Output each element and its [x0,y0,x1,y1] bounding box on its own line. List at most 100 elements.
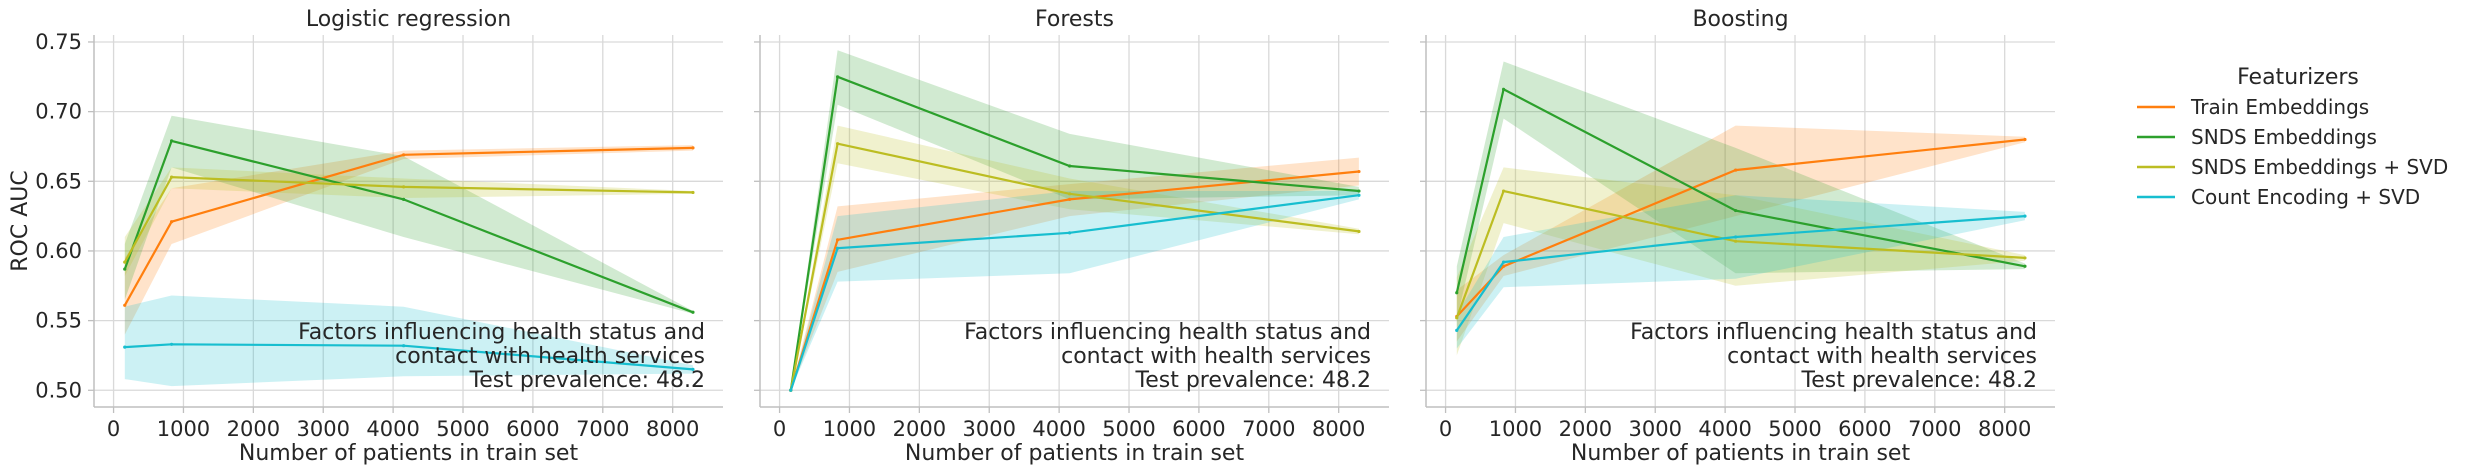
data-point [1068,231,1072,235]
grid [1426,35,2055,407]
legend-entry-label: SNDS Embeddings [2191,125,2377,149]
legend: Featurizers Train Embeddings SNDS Embeddin… [2137,65,2448,209]
data-point [835,75,840,79]
legend-entry-label: Train Embeddings [2190,95,2369,119]
data-point [1734,239,1738,243]
ci-band-series-2 [1456,61,2025,320]
data-point [1734,235,1738,239]
annotation-line: contact with health services [1727,344,2037,369]
x-tick-label: 2000 [227,417,280,441]
data-point [1455,291,1459,295]
data-point [691,146,695,150]
data-point [1501,87,1506,91]
ci-band-series-1 [790,157,1359,391]
data-point [123,303,127,307]
annotation-line: Factors influencing health status and [964,320,1371,345]
data-point [835,246,840,250]
x-tick-label: 5000 [1102,417,1155,441]
panel-title: Boosting [1692,7,1788,32]
data-point [1357,189,1361,193]
x-axis-label: Number of patients in train set [1571,441,1911,466]
data-point [402,153,406,157]
data-point [169,139,174,143]
data-point [1068,197,1072,202]
annotation-line: Test prevalence: 48.2 [469,368,706,393]
data-point [169,220,174,224]
series-line-4 [124,343,693,371]
x-tick-label: 0 [107,417,120,441]
annotation-line: Factors influencing health status and [1630,320,2037,345]
annotation-line: Test prevalence: 48.2 [1135,368,1372,393]
annotation-line: Test prevalence: 48.2 [1801,368,2038,393]
x-tick-label: 3000 [297,417,350,441]
data-point [1357,193,1361,197]
x-tick-label: 5000 [1768,417,1821,441]
ci-band-series-2 [790,50,1359,391]
data-point [402,197,406,202]
data-point [2023,256,2027,260]
y-tick-label: 0.60 [35,239,82,263]
series-line-2 [1455,87,2026,294]
data-point [1455,328,1459,332]
data-point [1068,192,1072,196]
data-point [1734,208,1738,213]
grid [760,35,1389,407]
data-point [1357,229,1361,234]
y-axis-label: ROC AUC [8,170,33,271]
data-point [691,190,695,195]
annotation-line: Factors influencing health status and [298,320,705,345]
x-tick-label: 2000 [1559,417,1612,441]
panel-3: 0 1000 2000 3000 4000 5000 6000 7000 8000 Factors… [1420,7,2055,466]
y-tick-label: 0.50 [35,378,82,402]
data-point [2023,214,2027,218]
y-tick-label: 0.65 [35,169,82,193]
series-line-4 [789,194,1360,391]
x-tick-label: 4000 [1698,417,1751,441]
series-line-1 [1455,138,2026,318]
x-tick-label: 2000 [893,417,946,441]
data-point [1357,169,1361,174]
data-point [691,367,695,371]
ci-band-series-3 [1456,167,2025,356]
data-point [691,310,695,314]
x-tick-label: 0 [1439,417,1452,441]
y-tick-label: 0.70 [35,100,82,124]
y-tick-label: 0.55 [35,309,82,333]
series-line-2 [123,139,694,314]
series-line-2 [789,75,1359,391]
ci-band-series-1 [124,145,693,335]
data-point [402,344,406,348]
annotation-line: contact with health services [395,344,705,369]
series-line-1 [789,170,1360,391]
x-axis-label: Number of patients in train set [905,441,1245,466]
x-tick-label: 6000 [506,417,559,441]
series-line-3 [1455,189,2025,319]
data-point [169,175,174,179]
data-point [1734,168,1738,172]
x-tick-label: 0 [773,417,786,441]
panel-title: Logistic regression [306,7,511,32]
data-point [123,260,127,264]
data-point [1501,264,1506,268]
legend-entry-label: Count Encoding + SVD [2191,185,2420,209]
x-tick-label: 4000 [1032,417,1085,441]
ci-band-series-3 [790,125,1359,391]
x-tick-label: 1000 [157,417,210,441]
data-point [835,238,840,242]
x-tick-label: 8000 [646,417,699,441]
x-tick-label: 8000 [1978,417,2031,441]
panel-title: Forests [1035,7,1114,32]
x-tick-label: 4000 [366,417,419,441]
series-line-1 [123,146,693,306]
ci-band-series-4 [124,295,693,387]
legend-title: Featurizers [2237,65,2359,90]
panel-2: 0 1000 2000 3000 4000 5000 6000 7000 8000 Factors… [754,7,1389,466]
x-tick-label: 5000 [436,417,489,441]
ci-band-series-4 [1456,195,2025,349]
ci-band-series-3 [124,167,693,276]
x-tick-label: 1000 [1489,417,1542,441]
x-tick-label: 7000 [576,417,629,441]
x-tick-label: 6000 [1838,417,1891,441]
data-point [1501,189,1506,193]
